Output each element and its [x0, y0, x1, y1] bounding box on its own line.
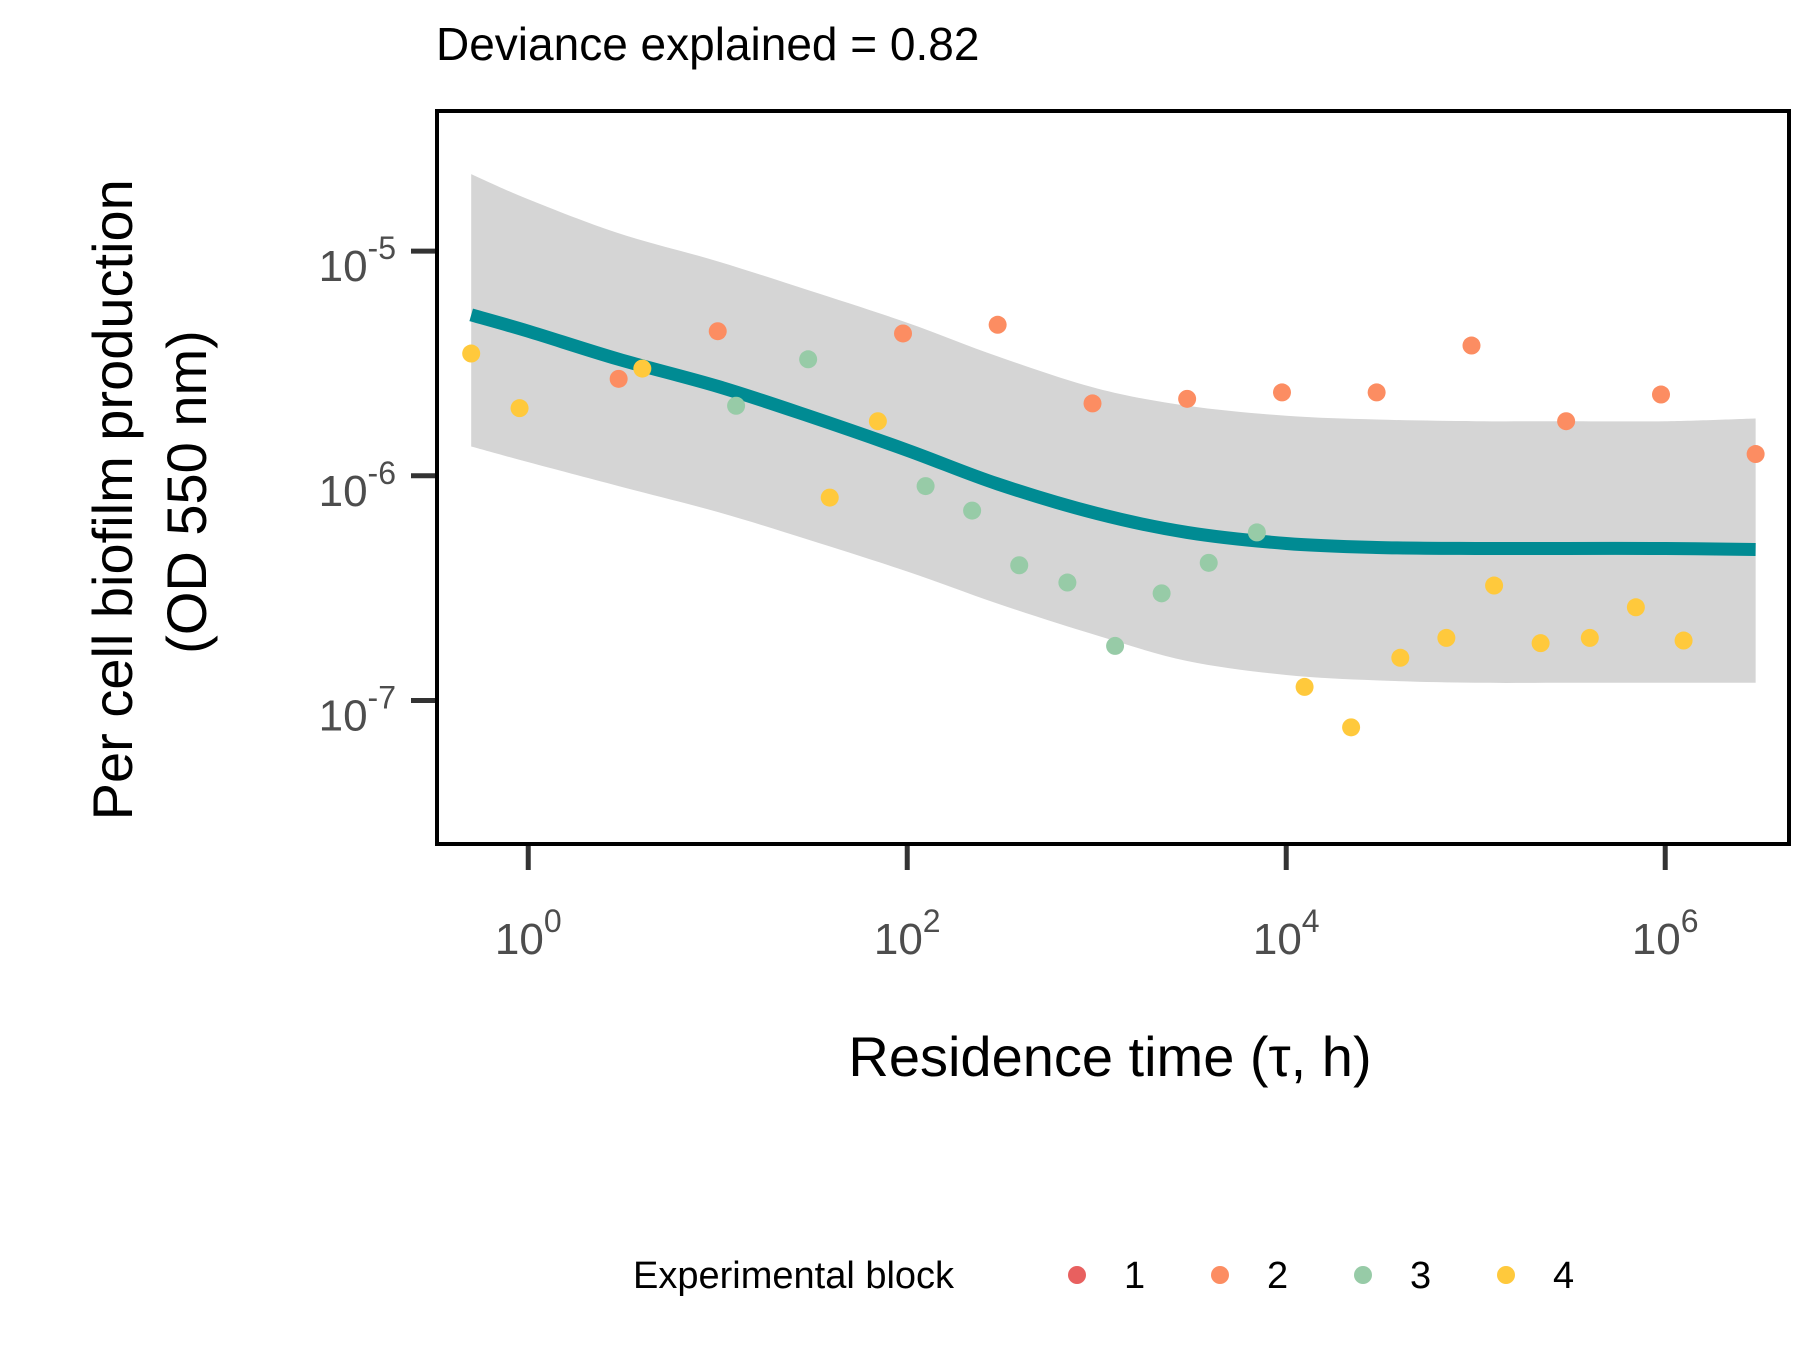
data-point-block-4	[1437, 628, 1456, 647]
data-points-layer	[462, 315, 1765, 737]
legend-key-3	[1354, 1266, 1372, 1284]
data-point-block-3	[1106, 636, 1125, 655]
y-tick-label: 10-7	[319, 680, 396, 741]
legend-label-1: 1	[1124, 1255, 1145, 1297]
legend-item-3: 3	[1354, 1255, 1431, 1297]
data-point-block-2	[894, 324, 913, 343]
data-point-block-2	[988, 315, 1007, 334]
legend-key-2	[1211, 1266, 1229, 1284]
data-point-block-2	[1178, 389, 1197, 408]
legend-item-1: 1	[1068, 1255, 1145, 1297]
legend-label-3: 3	[1410, 1255, 1431, 1297]
data-point-block-2	[1273, 383, 1291, 402]
data-point-block-4	[1531, 634, 1550, 653]
data-point-block-4	[1342, 718, 1361, 737]
data-point-block-4	[633, 359, 652, 378]
legend-label-4: 4	[1553, 1255, 1574, 1297]
y-axis-title: Per cell biofilm production (OD 550 nm)	[81, 164, 218, 821]
fit-line	[469, 308, 1756, 557]
legend-label-2: 2	[1267, 1255, 1288, 1297]
data-point-block-4	[1391, 648, 1410, 667]
x-axis: 100 102 104 106	[495, 846, 1699, 964]
y-tick-label: 10-6	[319, 455, 396, 516]
data-point-block-3	[1010, 556, 1029, 575]
y-axis-title-line-1: Per cell biofilm production	[81, 179, 144, 820]
y-axis-title-line-2: (OD 550 nm)	[155, 330, 218, 654]
data-point-block-2	[1367, 383, 1386, 402]
data-point-block-4	[1674, 631, 1693, 650]
fit-line-layer	[469, 308, 1756, 557]
x-tick-label: 104	[1253, 903, 1320, 964]
y-axis: 10-5 10-6 10-7	[319, 230, 435, 741]
data-point-block-4	[510, 399, 529, 418]
data-point-block-2	[708, 322, 727, 341]
data-point-block-2	[1462, 336, 1481, 355]
data-point-block-4	[1580, 628, 1599, 647]
data-point-block-3	[1058, 573, 1077, 592]
plot-panel-border	[435, 109, 1791, 846]
data-point-block-4	[1295, 677, 1314, 696]
legend-key-4	[1497, 1266, 1515, 1284]
data-point-block-3	[916, 477, 935, 496]
data-point-block-4	[820, 488, 839, 507]
legend-title: Experimental block	[633, 1255, 955, 1297]
data-point-block-2	[609, 369, 628, 388]
confidence-band-layer	[471, 174, 1756, 683]
data-point-block-2	[1557, 412, 1576, 431]
confidence-band	[471, 174, 1756, 683]
data-point-block-4	[868, 412, 887, 431]
legend: Experimental block 1 2 3 4	[633, 1255, 1574, 1297]
x-axis-title: Residence time (τ, h)	[848, 1025, 1371, 1088]
data-point-block-2	[1652, 385, 1670, 404]
data-point-block-3	[1152, 584, 1171, 603]
data-point-block-3	[963, 501, 982, 520]
legend-key-1	[1068, 1266, 1086, 1284]
y-tick-label: 10-5	[319, 230, 396, 291]
x-tick-label: 102	[874, 903, 941, 964]
data-point-block-2	[1083, 394, 1102, 413]
chart-title: Deviance explained = 0.82	[436, 18, 979, 70]
data-point-block-3	[1247, 523, 1266, 542]
x-tick-label: 106	[1632, 903, 1699, 964]
data-point-block-2	[1746, 445, 1765, 464]
data-point-block-4	[1485, 576, 1504, 595]
x-tick-label: 100	[495, 903, 562, 964]
legend-item-4: 4	[1497, 1255, 1574, 1297]
data-point-block-3	[799, 350, 818, 369]
legend-item-2: 2	[1211, 1255, 1288, 1297]
data-point-block-4	[462, 344, 481, 363]
data-point-block-3	[727, 396, 746, 415]
data-point-block-4	[1626, 598, 1645, 617]
data-point-block-3	[1199, 553, 1218, 572]
